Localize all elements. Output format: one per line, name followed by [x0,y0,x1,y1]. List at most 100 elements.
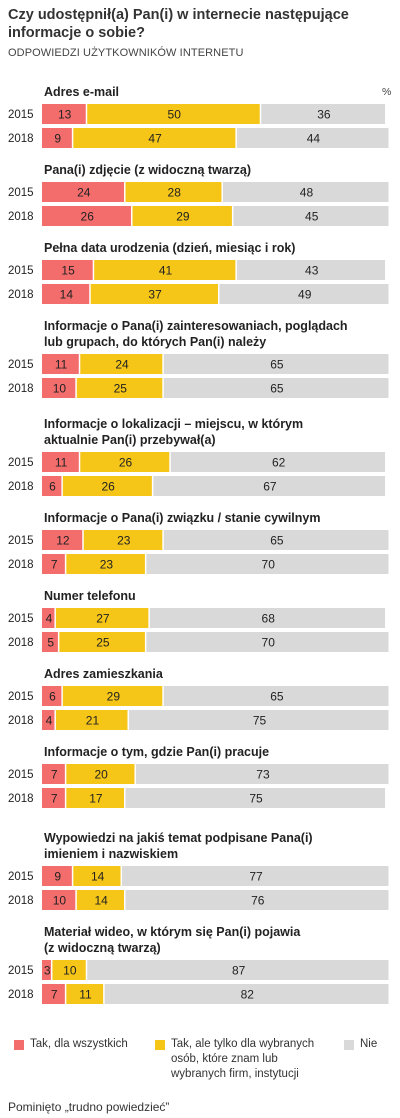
data-label: 75 [249,792,263,806]
bar-segment-selected [52,960,86,980]
data-label: 7 [51,988,58,1002]
data-label: 20 [94,768,108,782]
data-label: 15 [61,264,75,278]
data-label: 68 [262,612,276,626]
data-label: 65 [270,358,284,372]
group-label: aktualnie Pan(i) przebywał(a) [44,433,216,447]
data-label: 45 [305,210,319,224]
data-label: 43 [305,264,319,278]
bar-segment-all [42,686,62,706]
year-label: 2018 [8,481,34,493]
data-label: 77 [249,870,263,884]
data-label: 67 [263,480,277,494]
bar-segment-no [219,284,389,304]
year-label: 2018 [8,793,34,805]
legend-label-no: Nie [360,1037,377,1052]
bar-segment-all [42,206,131,226]
bar-segment-no [153,476,386,496]
bar-segment-selected [66,764,135,784]
year-label: 2018 [8,637,34,649]
bar-segment-selected [66,554,145,574]
bar-segment-all [42,104,86,124]
data-label: 14 [60,288,74,302]
bar-segment-selected [87,104,260,124]
data-label: 11 [55,358,68,372]
data-label: 7 [51,768,58,782]
data-label: 76 [251,894,265,908]
bar-segment-all [42,710,55,730]
data-label: 7 [51,558,58,572]
data-label: 65 [270,534,284,548]
bar-segment-no [146,554,389,574]
year-label: 2015 [8,613,34,625]
year-label: 2015 [8,769,34,781]
bar-segment-no [122,866,389,886]
data-label: 10 [53,894,67,908]
chart-subtitle: ODPOWIEDZI UŻYTKOWNIKÓW INTERNETU [8,47,244,59]
bar-segment-selected [55,608,149,628]
year-label: 2018 [8,715,34,727]
data-label: 9 [54,132,61,146]
year-label: 2015 [8,109,34,121]
year-label: 2015 [8,965,34,977]
group-label: Pełna data urodzenia (dzień, miesiąc i r… [44,241,295,255]
data-label: 25 [96,636,110,650]
bar-segment-no [135,764,389,784]
year-label: 2018 [8,895,34,907]
data-label: 26 [119,456,133,470]
bar-segment-selected [76,890,125,910]
data-label: 47 [148,132,162,146]
year-label: 2018 [8,559,34,571]
data-label: 70 [262,558,276,572]
bar-segment-all [42,788,65,808]
bar-segment-selected [76,378,163,398]
legend-label-all: Tak, dla wszystkich [30,1037,128,1052]
bar-segment-no [261,104,386,124]
data-label: 12 [56,534,70,548]
bar-segment-selected [80,354,163,374]
data-label: 75 [253,714,267,728]
bar-segment-selected [66,788,125,808]
bar-segment-all [42,984,65,1004]
data-label: 7 [51,792,58,806]
bar-segment-all [42,476,62,496]
data-label: 36 [317,108,331,122]
data-label: 23 [100,558,114,572]
data-label: 29 [176,210,190,224]
year-label: 2018 [8,989,34,1001]
data-label: 29 [107,690,121,704]
bar-segment-selected [132,206,232,226]
data-label: 49 [298,288,312,302]
bar-segment-no [146,632,389,652]
bar-segment-no [222,182,389,202]
bar-segment-no [125,788,386,808]
data-label: 65 [270,690,284,704]
bar-segment-selected [83,530,163,550]
unit-label: % [382,86,392,98]
bar-segment-all [42,378,76,398]
bar-segment-all [42,260,93,280]
bar-segment-selected [94,260,236,280]
year-label: 2018 [8,133,34,145]
data-label: 5 [47,636,54,650]
data-label: 24 [115,358,129,372]
bar-segment-all [42,632,58,652]
bar-segment-all [42,554,65,574]
year-label: 2015 [8,187,34,199]
year-label: 2015 [8,265,34,277]
group-label: Wypowiedzi na jakiś temat podpisane Pana… [44,831,313,845]
data-label: 6 [49,690,56,704]
group-label: Materiał wideo, w którym się Pan(i) poja… [44,925,301,939]
data-label: 11 [55,456,68,470]
bar-segment-selected [66,984,104,1004]
group-label: imieniem i nazwiskiem [44,847,178,861]
year-label: 2015 [8,359,34,371]
bar-segment-selected [62,476,152,496]
legend-line: Nie [360,1038,378,1050]
group-label: Informacje o Pana(i) związku / stanie cy… [44,511,320,525]
data-label: 82 [241,988,255,1002]
data-label: 65 [270,382,284,396]
legend-line: wybranych firm, instytucji [171,1068,299,1080]
bar-segment-no [170,452,386,472]
